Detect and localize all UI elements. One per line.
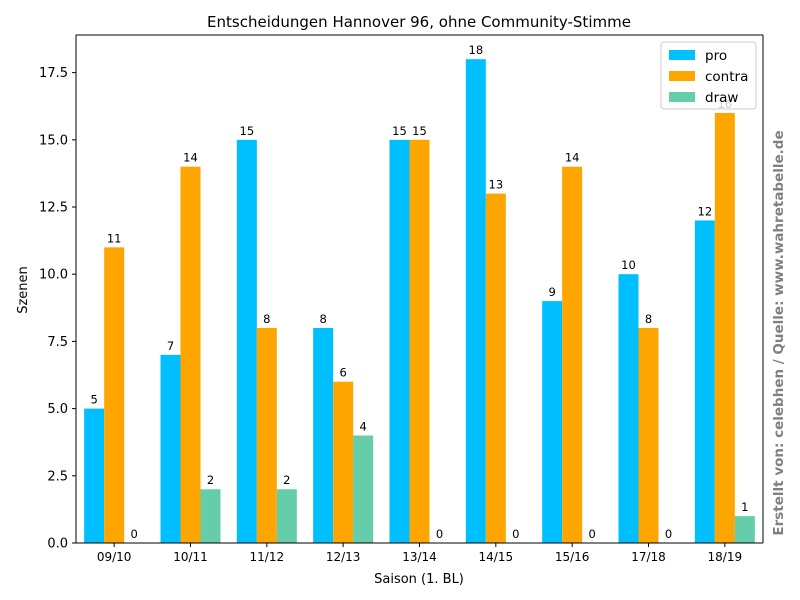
x-tick-label-5: 14/15 xyxy=(479,550,514,564)
x-tick-label-7: 17/18 xyxy=(631,550,666,564)
bar-contra-2 xyxy=(256,327,277,543)
data-label-draw-6: 0 xyxy=(589,527,596,541)
bar-pro-0 xyxy=(84,408,105,543)
data-label-contra-4: 15 xyxy=(412,124,427,138)
data-label-draw-2: 2 xyxy=(283,473,290,487)
y-tick-label-4: 10.0 xyxy=(39,268,68,283)
data-label-contra-1: 14 xyxy=(183,151,198,165)
legend-label-contra: contra xyxy=(705,69,748,85)
y-tick-label-7: 17.5 xyxy=(39,66,68,81)
data-label-pro-1: 7 xyxy=(167,339,174,353)
bar-draw-1 xyxy=(200,489,221,543)
bar-draw-8 xyxy=(734,516,755,543)
legend-label-draw: draw xyxy=(705,90,738,106)
data-label-pro-4: 15 xyxy=(392,124,407,138)
y-tick-label-2: 5.0 xyxy=(47,402,68,417)
bar-draw-2 xyxy=(276,489,297,543)
plot-area: 571581518910121114861513148160224000010.… xyxy=(39,34,764,564)
data-label-draw-7: 0 xyxy=(665,527,672,541)
y-tick-label-1: 2.5 xyxy=(47,469,68,484)
y-tick-label-6: 15.0 xyxy=(39,133,68,148)
data-label-pro-2: 15 xyxy=(240,124,255,138)
data-label-draw-8: 1 xyxy=(741,500,748,514)
legend-swatch-draw xyxy=(669,92,695,102)
bar-pro-8 xyxy=(694,220,715,543)
x-tick-label-4: 13/14 xyxy=(402,550,437,564)
bar-draw-3 xyxy=(353,435,374,543)
data-label-draw-0: 0 xyxy=(131,527,138,541)
data-label-contra-2: 8 xyxy=(263,312,270,326)
chart-title: Entscheidungen Hannover 96, ohne Communi… xyxy=(207,13,631,31)
bar-contra-8 xyxy=(714,112,735,544)
y-axis-label: Szenen xyxy=(16,266,31,314)
data-label-pro-0: 5 xyxy=(91,393,98,407)
y-tick-label-0: 0.0 xyxy=(47,537,68,552)
x-tick-label-8: 18/19 xyxy=(708,550,743,564)
bar-pro-7 xyxy=(618,274,639,543)
bar-contra-3 xyxy=(333,381,354,543)
bar-contra-6 xyxy=(562,166,583,543)
bar-pro-4 xyxy=(389,139,410,544)
legend-label-pro: pro xyxy=(705,48,727,64)
data-label-draw-3: 4 xyxy=(360,419,367,433)
legend-swatch-contra xyxy=(669,71,695,81)
bar-contra-0 xyxy=(104,247,125,543)
data-label-pro-8: 12 xyxy=(698,204,713,218)
data-label-draw-4: 0 xyxy=(436,527,443,541)
data-label-contra-5: 13 xyxy=(489,178,504,192)
x-tick-label-0: 09/10 xyxy=(97,550,132,564)
data-label-pro-7: 10 xyxy=(621,258,636,272)
y-tick-label-5: 12.5 xyxy=(39,201,68,216)
data-label-contra-6: 14 xyxy=(565,151,580,165)
data-label-contra-7: 8 xyxy=(645,312,652,326)
x-tick-label-3: 12/13 xyxy=(326,550,361,564)
bar-contra-4 xyxy=(409,139,430,544)
x-tick-label-6: 15/16 xyxy=(555,550,590,564)
x-tick-label-1: 10/11 xyxy=(173,550,208,564)
data-label-draw-5: 0 xyxy=(512,527,519,541)
bar-pro-2 xyxy=(236,139,257,544)
bar-pro-3 xyxy=(313,327,334,543)
data-label-pro-6: 9 xyxy=(549,285,556,299)
bar-pro-6 xyxy=(542,301,563,543)
data-label-contra-3: 6 xyxy=(340,366,347,380)
data-label-contra-0: 11 xyxy=(107,231,122,245)
legend: pro contra draw xyxy=(660,41,757,110)
bar-contra-7 xyxy=(638,327,659,543)
bar-pro-1 xyxy=(160,354,181,543)
y-tick-label-3: 7.5 xyxy=(47,335,68,350)
data-label-draw-1: 2 xyxy=(207,473,214,487)
bar-contra-5 xyxy=(485,193,506,543)
x-axis-label: Saison (1. BL) xyxy=(374,572,464,587)
source-credit: Erstellt von: celebhen / Quelle: www.wah… xyxy=(771,130,787,535)
bar-contra-1 xyxy=(180,166,201,543)
x-tick-label-2: 11/12 xyxy=(250,550,285,564)
bar-pro-5 xyxy=(465,59,486,543)
legend-swatch-pro xyxy=(669,50,695,60)
data-label-pro-5: 18 xyxy=(469,43,484,57)
data-label-pro-3: 8 xyxy=(320,312,327,326)
